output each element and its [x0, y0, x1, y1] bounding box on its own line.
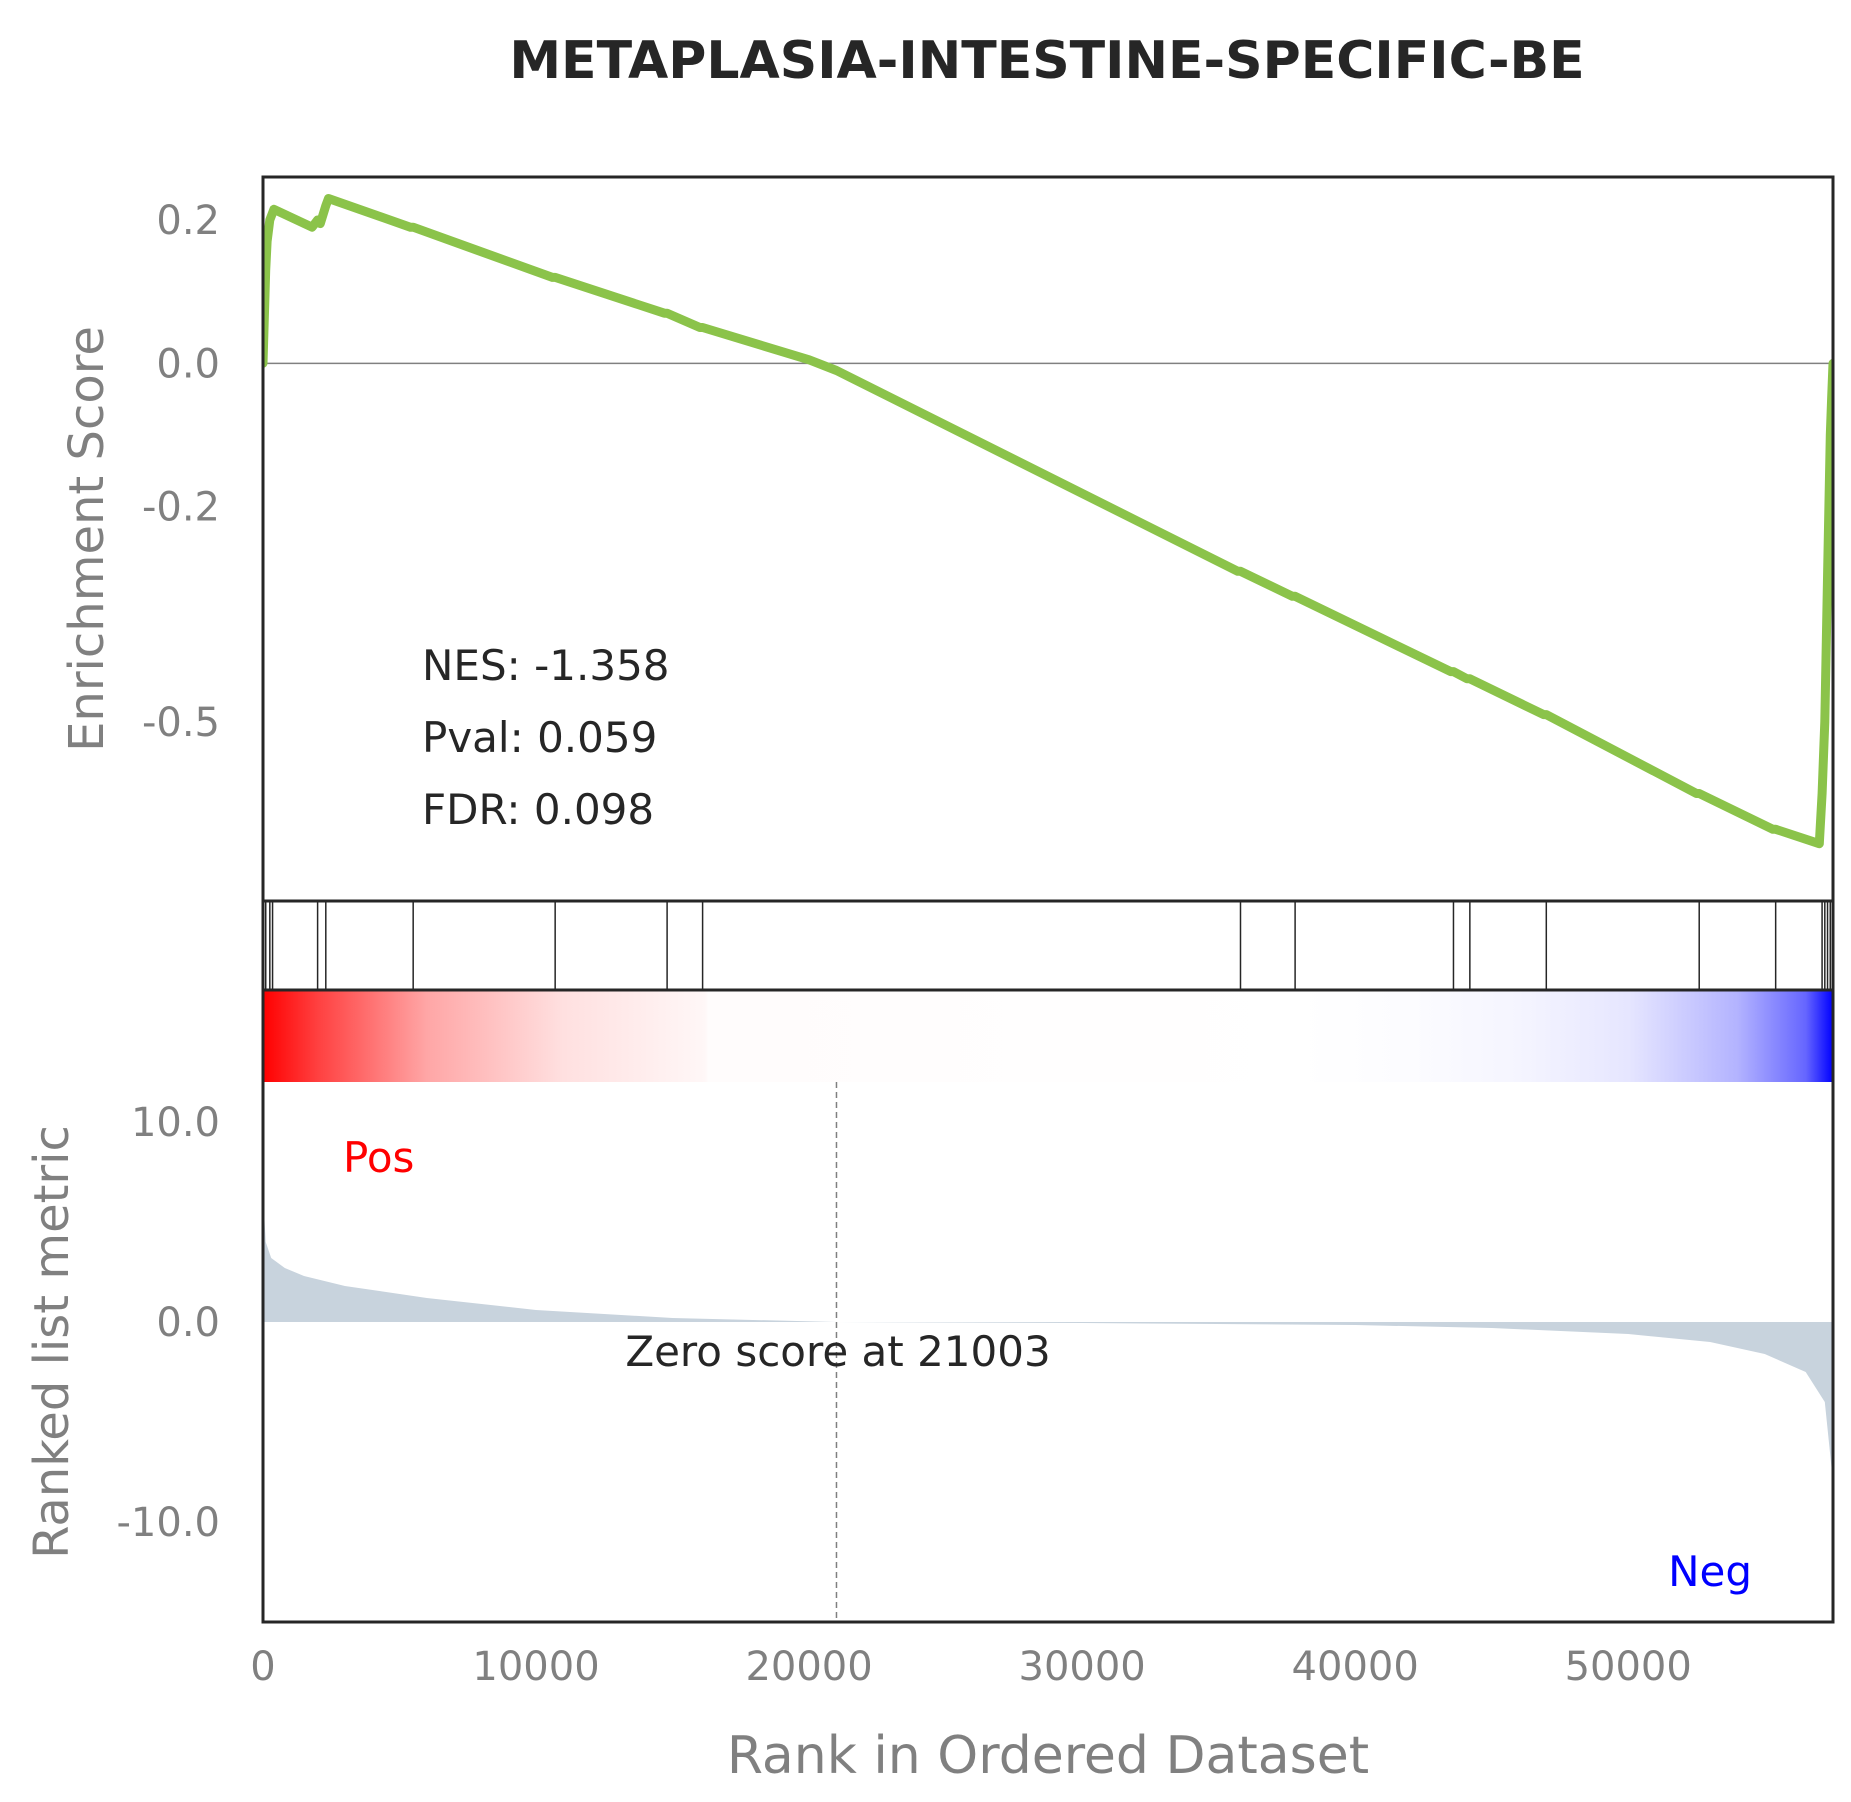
running-es-line — [263, 194, 1833, 849]
es-panel: 0.2 0.0 -0.2 -0.5 Enrichment Score NES: -1.… — [59, 175, 1835, 903]
es-tick-label: 0.0 — [156, 341, 220, 387]
hits-panel-frame — [261, 899, 1835, 992]
es-axis-label: Enrichment Score — [59, 326, 115, 752]
x-tick-label: 20000 — [745, 1644, 872, 1690]
x-tick-label: 30000 — [1019, 1644, 1146, 1690]
lower-panel-frame — [261, 988, 1835, 1624]
x-tick-label: 40000 — [1292, 1644, 1419, 1690]
neg-label: Neg — [1668, 1547, 1752, 1596]
x-tick-label: 50000 — [1565, 1644, 1692, 1690]
metric-axis-label: Ranked list metric — [24, 1125, 80, 1559]
fdr-label: FDR: 0.098 — [422, 785, 654, 834]
metric-panel: 10.00.0-10.0 0 10000 20000 30000 40000 50000 … — [24, 988, 1835, 1786]
x-tick-label: 10000 — [472, 1644, 599, 1690]
es-tick-label: -0.2 — [142, 485, 220, 531]
pval-label: Pval: 0.059 — [422, 713, 657, 762]
x-axis-label: Rank in Ordered Dataset — [727, 1726, 1369, 1786]
metric-tick-label: 10.0 — [131, 1100, 220, 1146]
es-tick-label: -0.5 — [142, 700, 220, 746]
gradient-panel — [263, 990, 1833, 1082]
metric-tick-label: -10.0 — [117, 1500, 221, 1546]
x-tick-label: 0 — [250, 1644, 275, 1690]
hits-panel — [261, 899, 1835, 992]
metric-tick-label: 0.0 — [156, 1300, 220, 1346]
nes-label: NES: -1.358 — [422, 641, 670, 690]
pos-label: Pos — [343, 1133, 414, 1182]
es-tick-label: 0.2 — [156, 198, 220, 244]
rank-gradient-bar — [263, 990, 1833, 1082]
chart-title: METAPLASIA-INTESTINE-SPECIFIC-BE — [509, 31, 1584, 91]
zero-score-label: Zero score at 21003 — [625, 1327, 1050, 1376]
